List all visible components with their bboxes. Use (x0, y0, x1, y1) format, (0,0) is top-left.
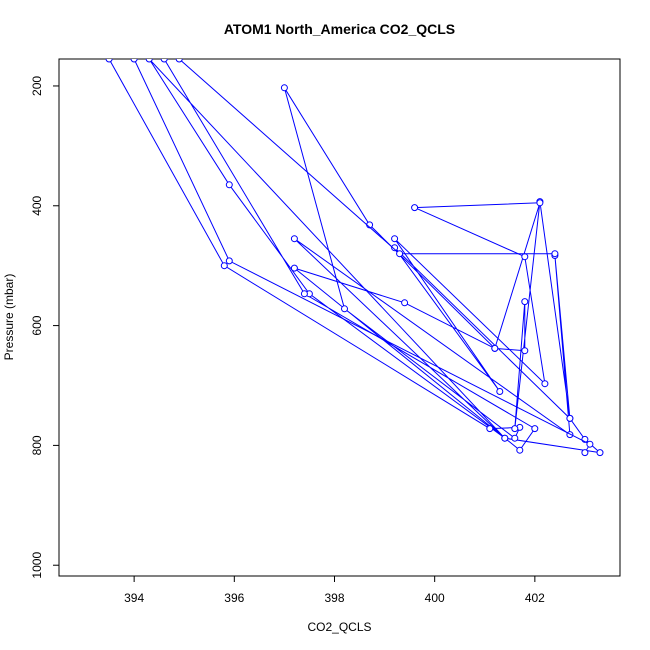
data-point (541, 380, 549, 388)
data-point (521, 253, 529, 261)
data-point (521, 298, 529, 306)
series-line (108, 59, 602, 454)
data-point (160, 59, 168, 63)
data-point (536, 199, 544, 207)
data-point (290, 235, 298, 243)
data-point (280, 84, 288, 92)
data-point (551, 250, 559, 258)
series-layer (105, 59, 604, 457)
data-point (486, 425, 494, 433)
data-point (531, 425, 539, 433)
data-point (341, 305, 348, 313)
y-tick-label: 800 (30, 435, 44, 455)
data-point (581, 449, 589, 457)
data-point (596, 449, 604, 457)
data-point (491, 344, 499, 352)
y-tick-label: 600 (30, 315, 44, 335)
x-tick-label: 400 (425, 591, 445, 605)
x-tick-label: 398 (324, 591, 344, 605)
y-axis-label: Pressure (mbar) (2, 274, 16, 361)
x-axis: 394 396 398 400 402 (124, 576, 545, 605)
x-tick-label: 394 (124, 591, 144, 605)
data-point (391, 244, 399, 252)
x-tick-label: 402 (525, 591, 545, 605)
data-point (225, 181, 233, 189)
series-line (178, 59, 555, 255)
data-point (496, 388, 504, 395)
y-tick-label: 1000 (30, 552, 44, 579)
plot-frame (58, 58, 621, 577)
y-tick-label: 400 (30, 195, 44, 215)
data-point (105, 59, 113, 63)
data-point (516, 446, 524, 454)
series-line (133, 59, 591, 453)
data-point (396, 250, 404, 258)
data-point (566, 414, 574, 422)
data-point (175, 59, 183, 63)
x-axis-label: CO2_QCLS (307, 620, 371, 634)
data-point (501, 434, 509, 442)
data-point (391, 235, 399, 243)
data-point (411, 204, 419, 212)
y-tick-label: 200 (30, 76, 44, 96)
data-point (511, 434, 519, 442)
data-point (401, 299, 409, 307)
data-point (521, 347, 529, 355)
chart-title: ATOM1 North_America CO2_QCLS (224, 21, 455, 37)
data-point (130, 59, 138, 63)
data-point (225, 257, 233, 265)
data-point (300, 290, 308, 298)
data-point (290, 264, 298, 272)
x-tick-label: 396 (224, 591, 244, 605)
data-point (511, 425, 519, 433)
data-point (145, 59, 153, 63)
y-axis: 200 400 600 800 1000 (30, 76, 59, 579)
data-point (220, 262, 228, 270)
data-point (586, 440, 594, 448)
